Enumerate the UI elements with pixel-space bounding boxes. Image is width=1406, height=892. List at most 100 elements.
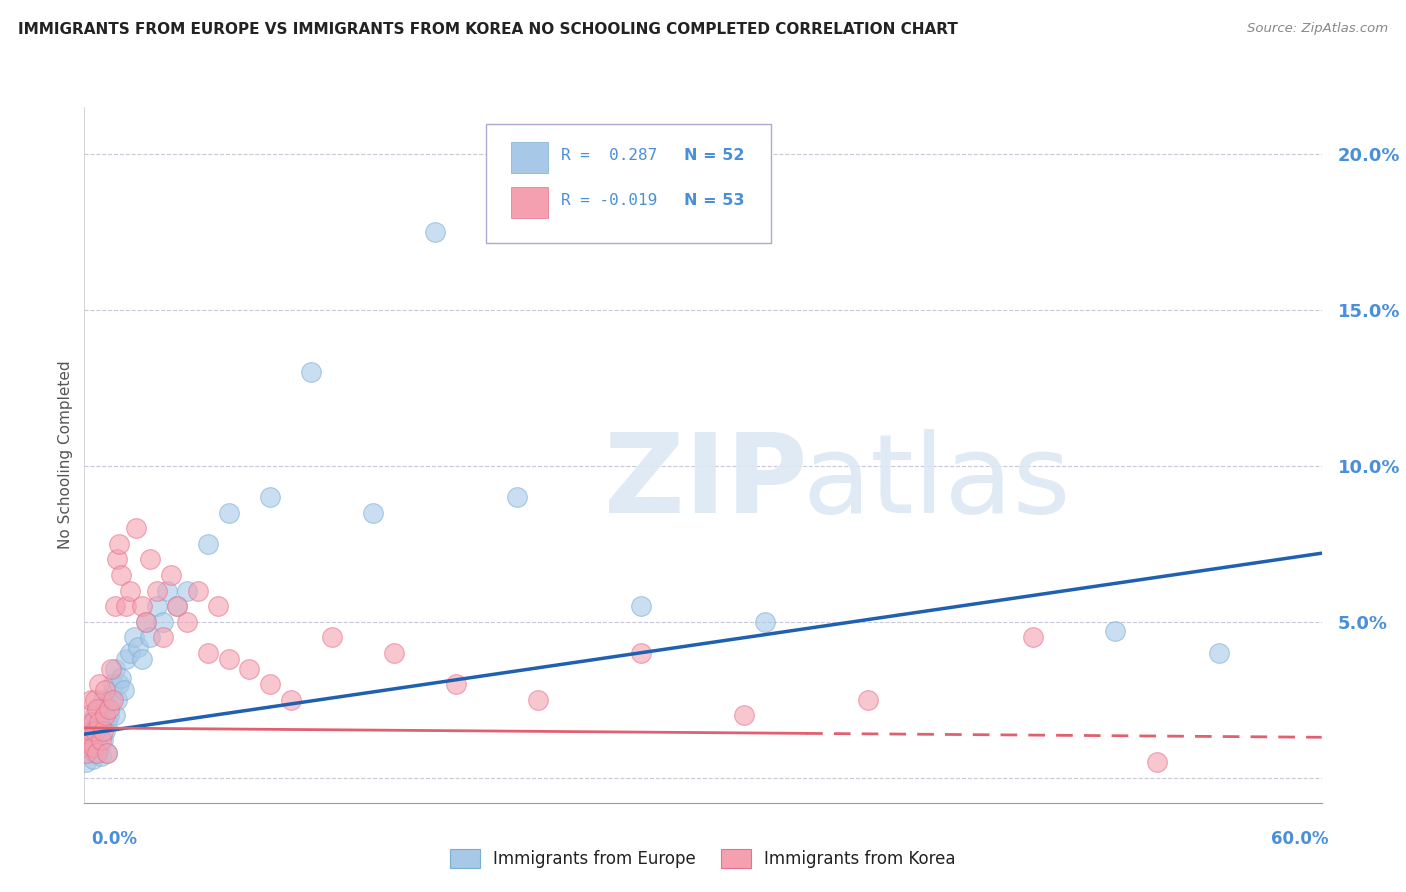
Point: [104, 599, 127, 614]
Point: [96, 746, 118, 760]
FancyBboxPatch shape: [512, 142, 548, 173]
Point: [139, 552, 162, 566]
Point: [118, 583, 141, 598]
Point: [506, 490, 529, 504]
Point: [280, 693, 302, 707]
Point: [166, 599, 188, 614]
Point: [94, 724, 117, 739]
Point: [856, 693, 879, 707]
Point: [79, 693, 101, 707]
Point: [733, 708, 755, 723]
Point: [197, 646, 219, 660]
Point: [94, 708, 117, 723]
Point: [127, 640, 149, 654]
Point: [90, 733, 112, 747]
Point: [86, 733, 108, 747]
Point: [77, 746, 100, 760]
Point: [131, 652, 153, 666]
Point: [83, 724, 105, 739]
Point: [79, 739, 101, 754]
Point: [238, 662, 260, 676]
Point: [259, 677, 281, 691]
Point: [122, 631, 145, 645]
Point: [207, 599, 229, 614]
Point: [105, 552, 128, 566]
Point: [87, 714, 110, 729]
Point: [108, 537, 131, 551]
Point: [105, 693, 128, 707]
FancyBboxPatch shape: [486, 124, 770, 243]
Point: [87, 739, 110, 754]
Point: [754, 615, 776, 629]
Point: [75, 746, 97, 760]
Point: [86, 721, 108, 735]
Point: [82, 739, 104, 754]
Point: [145, 599, 167, 614]
Point: [125, 521, 148, 535]
Text: N = 52: N = 52: [685, 148, 745, 163]
Point: [135, 615, 157, 629]
Point: [94, 702, 117, 716]
Point: [382, 646, 405, 660]
Point: [100, 662, 122, 676]
Point: [218, 652, 240, 666]
Point: [152, 631, 174, 645]
Point: [112, 683, 135, 698]
Point: [91, 724, 114, 739]
Point: [152, 615, 174, 629]
Point: [630, 599, 652, 614]
Point: [77, 708, 100, 723]
Point: [103, 677, 125, 691]
Point: [83, 693, 105, 707]
Point: [176, 583, 198, 598]
Point: [87, 677, 110, 691]
Point: [118, 646, 141, 660]
Point: [145, 583, 167, 598]
Point: [91, 733, 114, 747]
Point: [1208, 646, 1230, 660]
Point: [527, 693, 550, 707]
Point: [104, 662, 127, 676]
Point: [630, 646, 652, 660]
Point: [77, 733, 100, 747]
Point: [98, 708, 121, 723]
Legend: Immigrants from Europe, Immigrants from Korea: Immigrants from Europe, Immigrants from …: [443, 842, 963, 875]
Point: [423, 225, 446, 239]
Point: [73, 739, 96, 754]
Text: 60.0%: 60.0%: [1271, 830, 1329, 847]
Point: [79, 714, 101, 729]
Point: [176, 615, 198, 629]
Point: [104, 708, 127, 723]
Point: [96, 746, 118, 760]
Point: [86, 746, 108, 760]
Point: [321, 631, 343, 645]
Point: [83, 746, 105, 760]
FancyBboxPatch shape: [512, 187, 548, 219]
Text: N = 53: N = 53: [685, 194, 745, 209]
Point: [110, 671, 132, 685]
Point: [135, 615, 157, 629]
Text: R = -0.019: R = -0.019: [561, 194, 657, 209]
Point: [87, 702, 110, 716]
Point: [75, 756, 97, 770]
Point: [96, 714, 118, 729]
Point: [94, 683, 117, 698]
Point: [444, 677, 467, 691]
Text: ZIP: ZIP: [605, 429, 807, 536]
Text: Source: ZipAtlas.com: Source: ZipAtlas.com: [1247, 22, 1388, 36]
Point: [82, 752, 104, 766]
Point: [90, 714, 112, 729]
Point: [114, 652, 136, 666]
Point: [187, 583, 209, 598]
Point: [166, 599, 188, 614]
Point: [91, 693, 114, 707]
Point: [131, 599, 153, 614]
Point: [79, 724, 101, 739]
Y-axis label: No Schooling Completed: No Schooling Completed: [58, 360, 73, 549]
Point: [83, 708, 105, 723]
Point: [259, 490, 281, 504]
Text: R =  0.287: R = 0.287: [561, 148, 657, 163]
Point: [82, 714, 104, 729]
Point: [139, 631, 162, 645]
Point: [1104, 624, 1126, 639]
